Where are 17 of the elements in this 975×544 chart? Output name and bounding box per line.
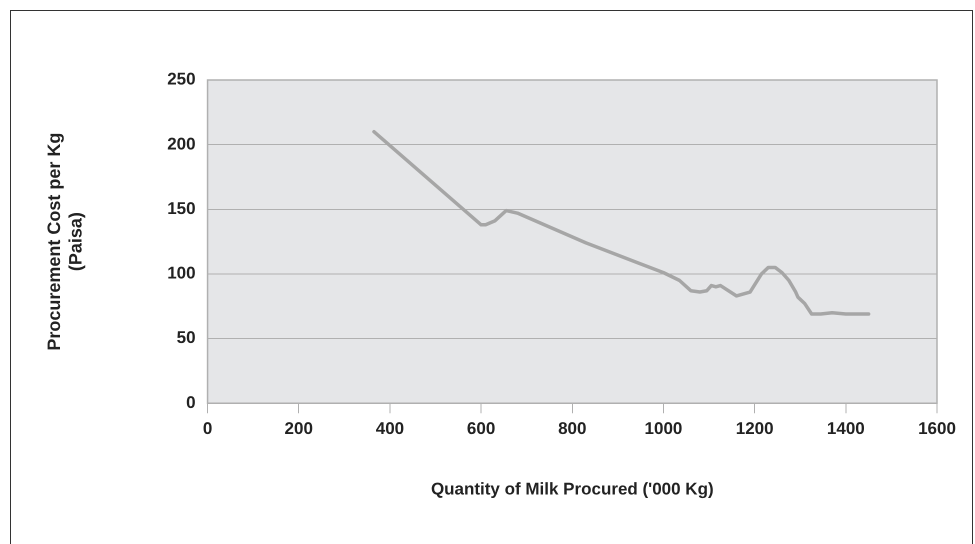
- x-tick-label: 400: [376, 419, 404, 438]
- y-tick-label: 200: [167, 134, 196, 154]
- x-tick-label: 0: [202, 419, 212, 438]
- y-tick-label: 50: [176, 328, 196, 348]
- x-tick-label: 1200: [736, 419, 774, 438]
- x-tick-label: 1000: [644, 419, 682, 438]
- y-axis-title: Procurement Cost per Kg (Paisa): [44, 132, 86, 351]
- y-tick-label: 250: [167, 70, 196, 89]
- x-tick-label: 1400: [826, 419, 865, 438]
- x-tick-label: 800: [558, 419, 586, 438]
- y-tick-label: 150: [167, 198, 196, 218]
- x-tick-label: 200: [284, 419, 313, 438]
- y-tick-label: 0: [186, 392, 196, 412]
- x-tick-label: 1600: [918, 419, 956, 438]
- x-tick-label: 600: [466, 419, 496, 438]
- x-axis-title: Quantity of Milk Procured ('000 Kg): [430, 479, 714, 498]
- y-tick-label: 100: [167, 264, 196, 283]
